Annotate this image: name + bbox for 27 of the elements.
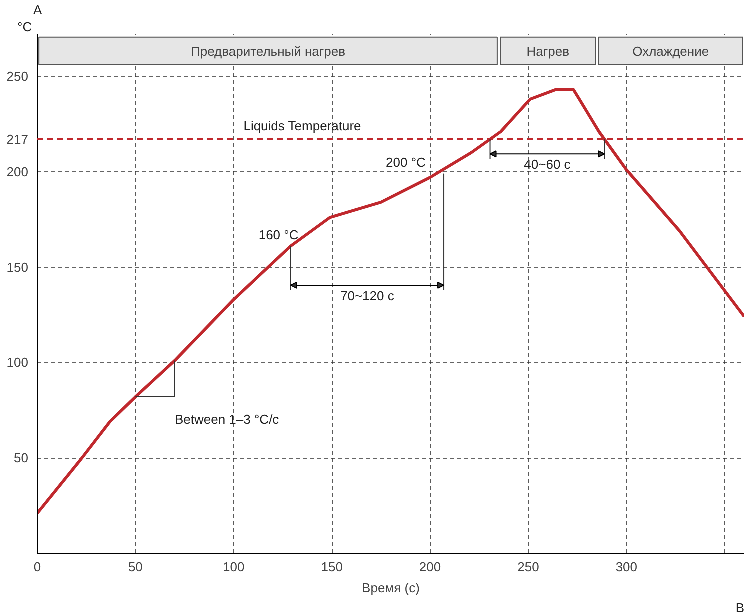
- annotation: 200 °C: [386, 154, 426, 170]
- annotation: 70~120 c: [340, 288, 395, 304]
- band-label: Охлаждение: [632, 44, 710, 59]
- y-tick-label: 250: [6, 68, 29, 84]
- y-tick-label: 50: [14, 450, 29, 466]
- annotation: 40~60 c: [524, 157, 572, 172]
- y-tick-label: 100: [6, 355, 29, 370]
- y-tick-label: 217: [6, 132, 29, 147]
- y-tick-label: 200: [6, 164, 29, 180]
- text: A: [34, 2, 42, 18]
- annotation: 160 °C: [258, 227, 299, 242]
- band-label: Нагрев: [526, 44, 570, 59]
- y-tick-label: 150: [6, 260, 29, 275]
- x-axis-title: Время (c): [362, 580, 420, 596]
- x-tick-label: 150: [321, 560, 343, 574]
- x-tick-label: 100: [223, 560, 245, 574]
- band-label: Предварительный нагрев: [191, 44, 346, 59]
- x-tick-label: 0: [34, 560, 42, 574]
- x-tick-label: 200: [419, 560, 442, 574]
- x-tick-label: 250: [518, 560, 540, 574]
- x-tick-label: 300: [616, 560, 638, 574]
- text: B: [736, 600, 744, 615]
- annotation: Between 1–3 °C/c: [174, 412, 280, 428]
- line-series: [38, 88, 744, 515]
- x-tick-label: 50: [128, 560, 143, 574]
- y-axis-title: °C: [18, 20, 32, 34]
- ref-line-label: Liquids Temperature: [244, 118, 362, 134]
